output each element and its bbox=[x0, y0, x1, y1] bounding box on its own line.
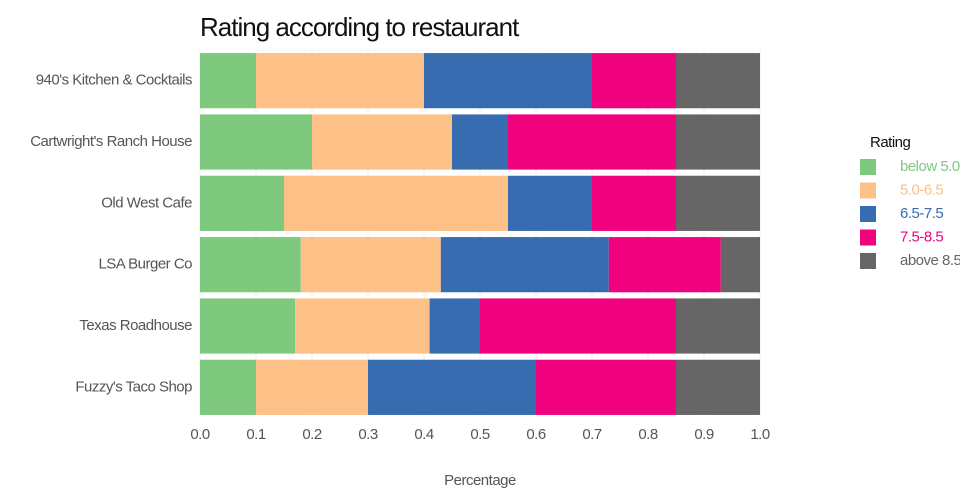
legend-swatch bbox=[860, 159, 876, 175]
bar-segment bbox=[200, 114, 312, 170]
bar-segment bbox=[508, 114, 676, 170]
bar-segment bbox=[200, 359, 256, 415]
bar-segment bbox=[676, 114, 760, 170]
x-tick-label: 1.0 bbox=[750, 426, 770, 443]
x-tick-label: 0.8 bbox=[638, 426, 658, 443]
legend-swatch bbox=[860, 253, 876, 269]
bar-segment bbox=[676, 359, 760, 415]
y-tick-label: LSA Burger Co bbox=[98, 256, 192, 273]
bar-segment bbox=[368, 359, 536, 415]
bar-segment bbox=[424, 53, 592, 109]
bar-segment bbox=[508, 175, 592, 231]
legend-swatch bbox=[860, 206, 876, 222]
bar-segment bbox=[200, 237, 301, 293]
bar-segment bbox=[592, 53, 676, 109]
bar-segment bbox=[284, 175, 508, 231]
legend-label: 5.0-6.5 bbox=[900, 181, 943, 198]
bar-segment bbox=[440, 237, 609, 293]
x-tick-label: 0.3 bbox=[358, 426, 378, 443]
chart-title: Rating according to restaurant bbox=[200, 12, 520, 42]
bar-segment bbox=[676, 298, 760, 354]
x-axis-label: Percentage bbox=[444, 472, 516, 489]
legend-label: 6.5-7.5 bbox=[900, 205, 943, 222]
bar-segment bbox=[720, 237, 760, 293]
bar-segment bbox=[295, 298, 430, 354]
legend-label: above 8.5 bbox=[900, 252, 960, 269]
bar-segment bbox=[676, 175, 760, 231]
bar-segment bbox=[200, 298, 296, 354]
bar-segment bbox=[480, 298, 676, 354]
x-tick-label: 0.6 bbox=[526, 426, 546, 443]
y-tick-label: Old West Cafe bbox=[101, 194, 192, 211]
bar-segment bbox=[200, 53, 256, 109]
y-tick-label: 940's Kitchen & Cocktails bbox=[36, 72, 192, 89]
x-tick-label: 0.7 bbox=[582, 426, 602, 443]
x-tick-label: 0.2 bbox=[302, 426, 322, 443]
bar-segment bbox=[256, 53, 424, 109]
bar-segment bbox=[256, 359, 368, 415]
legend-swatch bbox=[860, 182, 876, 199]
y-tick-label: Texas Roadhouse bbox=[79, 317, 192, 334]
x-tick-label: 0.4 bbox=[414, 426, 434, 443]
legend-title: Rating bbox=[870, 134, 911, 151]
bar-segment bbox=[676, 53, 760, 109]
legend-swatch bbox=[860, 229, 876, 246]
bar-segment bbox=[608, 237, 721, 293]
x-tick-label: 0.0 bbox=[190, 426, 210, 443]
bar-segment bbox=[429, 298, 480, 354]
x-tick-label: 0.9 bbox=[694, 426, 714, 443]
y-tick-label: Fuzzy's Taco Shop bbox=[75, 378, 192, 395]
bar-segment bbox=[312, 114, 452, 170]
legend-label: below 5.0 bbox=[900, 158, 960, 175]
legend-label: 7.5-8.5 bbox=[900, 228, 943, 245]
bar-segment bbox=[200, 175, 284, 231]
x-tick-label: 0.5 bbox=[470, 426, 490, 443]
bar-segment bbox=[536, 359, 676, 415]
y-tick-label: Cartwright's Ranch House bbox=[30, 133, 192, 150]
bar-segment bbox=[452, 114, 508, 170]
bar-segment bbox=[300, 237, 441, 293]
bar-segment bbox=[592, 175, 676, 231]
x-tick-label: 0.1 bbox=[246, 426, 266, 443]
